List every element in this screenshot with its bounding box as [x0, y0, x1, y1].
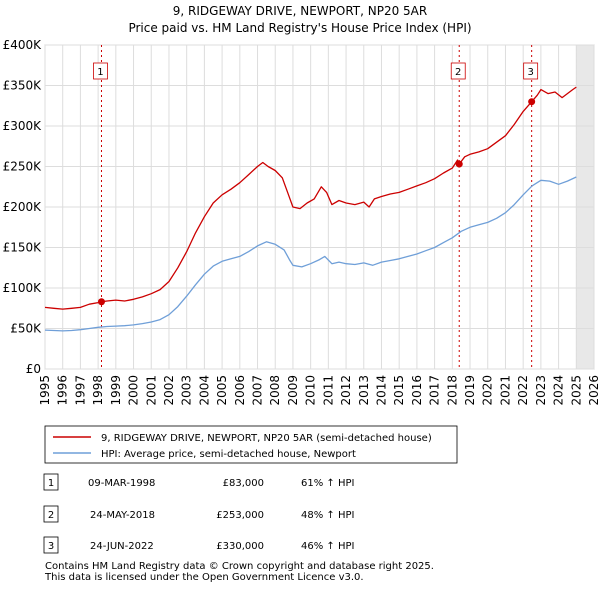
sales-table: 1 09-MAR-1998 £83,000 61% ↑ HPI 2 24-MAY… — [43, 473, 354, 554]
sale-label-number: 3 — [527, 67, 533, 78]
row-hpi: 61% ↑ HPI — [301, 478, 354, 489]
row-number-box — [43, 505, 59, 523]
x-tick-label: 1997 — [73, 375, 87, 406]
x-tick-label: 2024 — [552, 375, 566, 406]
row-number: 3 — [48, 541, 54, 552]
x-tick-label: 2005 — [215, 375, 229, 406]
x-tick-label: 2004 — [197, 375, 211, 406]
sale-label-box — [93, 62, 108, 80]
chart-subtitle: Price paid vs. HM Land Registry's House … — [128, 21, 471, 35]
x-tick-label: 2015 — [392, 375, 406, 406]
x-tick-label: 1998 — [91, 375, 105, 406]
x-tick-label: 2021 — [498, 375, 512, 406]
sale-label-number: 1 — [97, 67, 103, 78]
x-tick-label: 2009 — [286, 375, 300, 406]
y-tick-label: £350K — [3, 79, 43, 93]
y-tick-label: £200K — [3, 200, 43, 214]
y-tick-label: £300K — [3, 119, 43, 133]
x-tick-label: 2001 — [144, 375, 158, 406]
hpi-line — [44, 176, 577, 332]
x-tick-label: 1999 — [109, 375, 123, 406]
x-tick-label: 2012 — [339, 375, 353, 406]
x-axis: 1995 1996 1997 1998 1999 2000 2001 2002 2003 2004… — [38, 375, 600, 406]
row-price: £253,000 — [216, 510, 264, 521]
legend: 9, RIDGEWAY DRIVE, NEWPORT, NP20 5AR (se… — [44, 425, 458, 464]
grid — [44, 44, 595, 370]
sale-label-number: 2 — [455, 67, 461, 78]
row-number: 2 — [48, 510, 54, 521]
y-tick-label: £250K — [3, 160, 43, 174]
x-tick-label: 1995 — [38, 375, 52, 406]
x-tick-label: 2023 — [534, 375, 548, 406]
y-tick-label: £400K — [3, 38, 43, 52]
x-tick-label: 2006 — [233, 375, 247, 406]
x-tick-label: 2016 — [410, 375, 424, 406]
y-tick-label: £50K — [10, 322, 42, 336]
sale-point — [97, 298, 105, 306]
x-tick-label: 2007 — [251, 375, 265, 406]
footer-licence: This data is licensed under the Open Gov… — [45, 572, 364, 583]
row-number-box — [43, 473, 59, 491]
x-tick-label: 2010 — [304, 375, 318, 406]
chart-title: 9, RIDGEWAY DRIVE, NEWPORT, NP20 5AR — [173, 4, 427, 18]
row-hpi: 46% ↑ HPI — [301, 541, 354, 552]
x-tick-label: 2011 — [321, 375, 335, 406]
sale-markers — [100, 45, 533, 369]
legend-label-property: 9, RIDGEWAY DRIVE, NEWPORT, NP20 5AR (se… — [101, 433, 432, 444]
sale-label-box — [523, 62, 539, 80]
row-number: 1 — [48, 478, 54, 489]
x-tick-label: 2018 — [445, 375, 459, 406]
x-tick-label: 2025 — [569, 375, 583, 406]
table-row: 1 09-MAR-1998 £83,000 61% ↑ HPI — [43, 473, 354, 491]
y-axis: £0 £50K £100K £150K £200K £250K £300K £350K £400… — [3, 38, 43, 376]
x-tick-label: 2008 — [268, 375, 282, 406]
y-tick-label: £0 — [26, 362, 41, 376]
x-tick-label: 2000 — [127, 375, 141, 406]
x-tick-label: 2002 — [162, 375, 176, 406]
sale-points — [97, 98, 536, 306]
y-tick-label: £150K — [3, 241, 43, 255]
row-hpi: 48% ↑ HPI — [301, 510, 354, 521]
row-number-box — [43, 536, 59, 554]
row-date: 24-JUN-2022 — [90, 541, 154, 552]
x-tick-label: 2019 — [463, 375, 477, 406]
y-tick-label: £100K — [3, 281, 43, 295]
x-tick-label: 2017 — [428, 375, 442, 406]
x-tick-label: 2003 — [180, 375, 194, 406]
row-price: £83,000 — [223, 478, 264, 489]
x-tick-label: 2022 — [516, 375, 530, 406]
sale-point — [455, 160, 463, 168]
series-lines — [44, 86, 577, 332]
property-price-line — [44, 86, 577, 310]
sale-label-box — [450, 62, 466, 80]
legend-label-hpi: HPI: Average price, semi-detached house,… — [101, 449, 356, 460]
row-date: 24-MAY-2018 — [90, 510, 155, 521]
table-row: 2 24-MAY-2018 £253,000 48% ↑ HPI — [43, 505, 354, 523]
legend-box — [44, 425, 458, 464]
footer: Contains HM Land Registry data © Crown c… — [45, 561, 434, 583]
x-tick-label: 2026 — [587, 375, 600, 406]
x-tick-label: 2014 — [374, 375, 388, 406]
footer-copyright: Contains HM Land Registry data © Crown c… — [45, 561, 434, 572]
sale-point — [528, 98, 536, 106]
x-tick-label: 2020 — [481, 375, 495, 406]
sale-labels: 1 2 3 — [93, 62, 539, 80]
table-row: 3 24-JUN-2022 £330,000 46% ↑ HPI — [43, 536, 354, 554]
row-price: £330,000 — [216, 541, 264, 552]
x-tick-label: 1996 — [56, 375, 70, 406]
x-tick-label: 2013 — [357, 375, 371, 406]
row-date: 09-MAR-1998 — [88, 478, 155, 489]
chart: 9, RIDGEWAY DRIVE, NEWPORT, NP20 5AR Pri… — [3, 4, 600, 554]
